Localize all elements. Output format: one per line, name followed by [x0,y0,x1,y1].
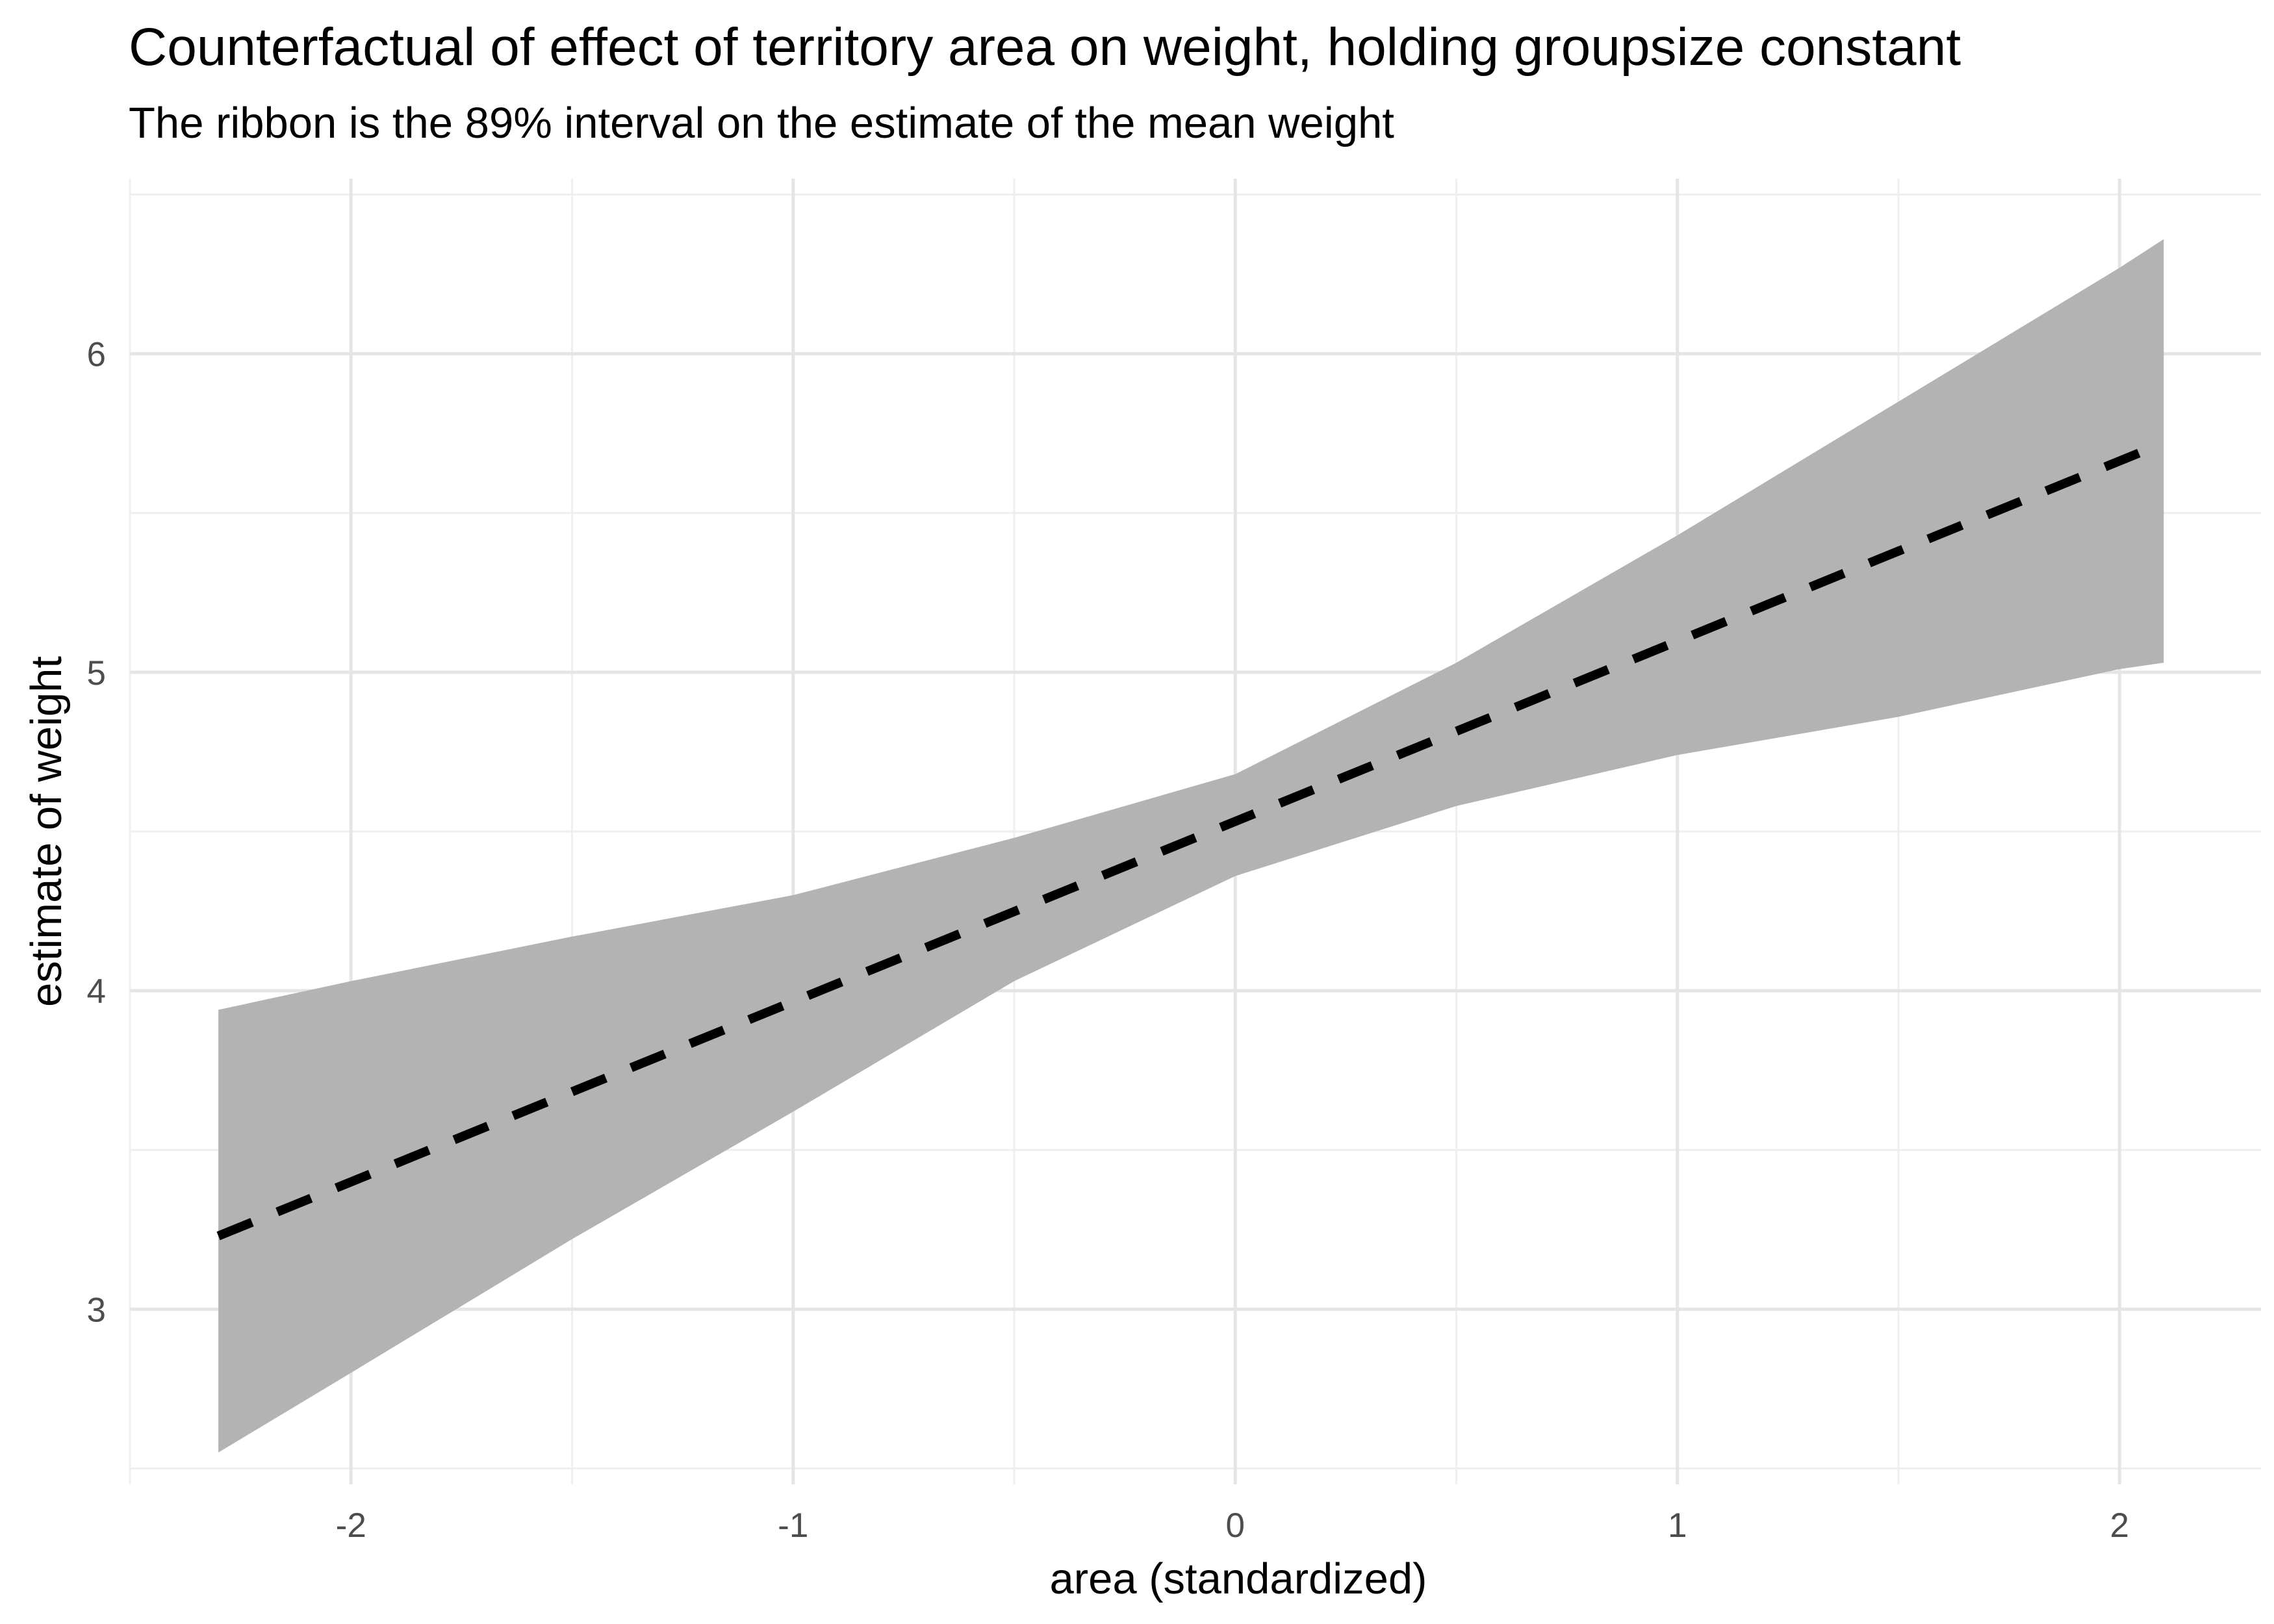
x-tick-label: -1 [778,1506,808,1545]
x-tick-label: 0 [1226,1506,1245,1545]
y-tick-label: 5 [87,654,106,692]
tick-labels: -2 -1 0 1 2 3 4 5 6 [87,336,2129,1545]
line-layer [216,438,2165,1241]
ribbon-layer [218,239,2164,1453]
x-tick-label: -2 [336,1506,366,1545]
y-axis-title: estimate of weight [22,656,71,1007]
x-tick-label: 1 [1668,1506,1687,1545]
y-tick-label: 6 [87,336,106,374]
y-tick-label: 4 [87,972,106,1011]
mean-estimate-line [216,438,2165,1241]
chart-title: Counterfactual of effect of territory ar… [129,18,1961,77]
x-tick-label: 2 [2110,1506,2128,1545]
chart-subtitle: The ribbon is the 89% interval on the es… [129,99,1394,147]
x-axis-title: area (standardized) [1050,1554,1427,1603]
y-tick-label: 3 [87,1291,106,1329]
confidence-ribbon [218,239,2164,1453]
